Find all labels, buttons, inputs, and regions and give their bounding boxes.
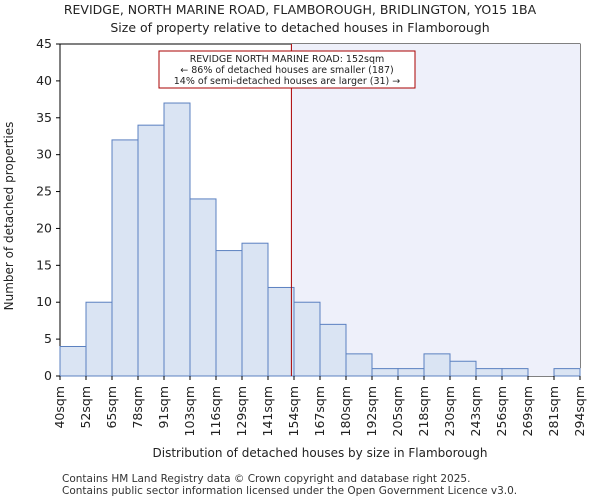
x-tick-label: 180sqm	[338, 386, 353, 436]
x-tick-label: 65sqm	[104, 386, 119, 429]
bar-78sqm	[137, 124, 165, 377]
bar-154sqm	[293, 301, 321, 377]
annotation-line-2: ← 86% of detached houses are smaller (18…	[180, 65, 393, 76]
bar-52sqm	[85, 301, 113, 377]
y-tick-label: 5	[44, 331, 52, 346]
y-tick-label: 0	[44, 368, 52, 383]
x-tick-label: 116sqm	[208, 386, 223, 436]
x-tick-label: 205sqm	[390, 386, 405, 436]
x-axis-label: Distribution of detached houses by size …	[153, 446, 488, 460]
bar-167sqm	[319, 323, 347, 377]
bar-230sqm	[449, 360, 477, 377]
x-tick-label: 230sqm	[442, 386, 457, 436]
bar-281sqm	[553, 368, 581, 377]
x-tick-label: 78sqm	[130, 386, 145, 429]
y-tick-label: 20	[36, 220, 52, 235]
y-tick-label: 25	[36, 184, 52, 199]
bar-129sqm	[241, 242, 269, 377]
x-tick-label: 218sqm	[416, 386, 431, 436]
chart-subtitle: Size of property relative to detached ho…	[110, 20, 490, 35]
x-tick-label: 52sqm	[78, 386, 93, 429]
x-tick-label: 40sqm	[52, 386, 67, 429]
bar-40sqm	[59, 345, 87, 377]
y-tick-label: 45	[36, 36, 52, 51]
annotation-line-3: 14% of semi-detached houses are larger (…	[174, 76, 401, 87]
bar-103sqm	[189, 198, 217, 377]
footer-line-1: Contains HM Land Registry data © Crown c…	[62, 473, 471, 485]
bar-65sqm	[111, 139, 139, 377]
y-tick-label: 40	[36, 73, 52, 88]
annotation-box	[158, 50, 416, 89]
x-tick-label: 294sqm	[572, 386, 587, 436]
x-tick-label: 192sqm	[364, 386, 379, 436]
y-axis-label: Number of detached properties	[2, 122, 16, 311]
bar-141sqm	[267, 286, 295, 377]
x-tick-label: 256sqm	[494, 386, 509, 436]
y-tick-label: 30	[36, 147, 52, 162]
bar-116sqm	[215, 250, 243, 377]
x-tick-label: 154sqm	[286, 386, 301, 436]
bar-192sqm	[371, 368, 399, 377]
x-tick-label: 141sqm	[260, 386, 275, 436]
bar-243sqm	[475, 368, 503, 377]
y-tick-label: 10	[36, 294, 52, 309]
chart-title: REVIDGE, NORTH MARINE ROAD, FLAMBOROUGH,…	[63, 2, 537, 17]
x-tick-label: 103sqm	[182, 386, 197, 436]
bar-180sqm	[345, 353, 373, 377]
x-tick-label: 91sqm	[156, 386, 171, 429]
x-tick-label: 269sqm	[520, 386, 535, 436]
y-tick-label: 35	[36, 110, 52, 125]
bar-256sqm	[501, 368, 529, 377]
highlight-region	[291, 44, 580, 376]
x-tick-label: 129sqm	[234, 386, 249, 436]
x-tick-label: 243sqm	[468, 386, 483, 436]
x-tick-label: 167sqm	[312, 386, 327, 436]
bar-91sqm	[163, 102, 191, 377]
bar-205sqm	[397, 368, 425, 377]
footer-line-2: Contains public sector information licen…	[62, 485, 518, 497]
x-tick-label: 281sqm	[546, 386, 561, 436]
bar-218sqm	[423, 353, 451, 377]
y-tick-label: 15	[36, 257, 52, 272]
annotation-line-1: REVIDGE NORTH MARINE ROAD: 152sqm	[190, 54, 385, 65]
